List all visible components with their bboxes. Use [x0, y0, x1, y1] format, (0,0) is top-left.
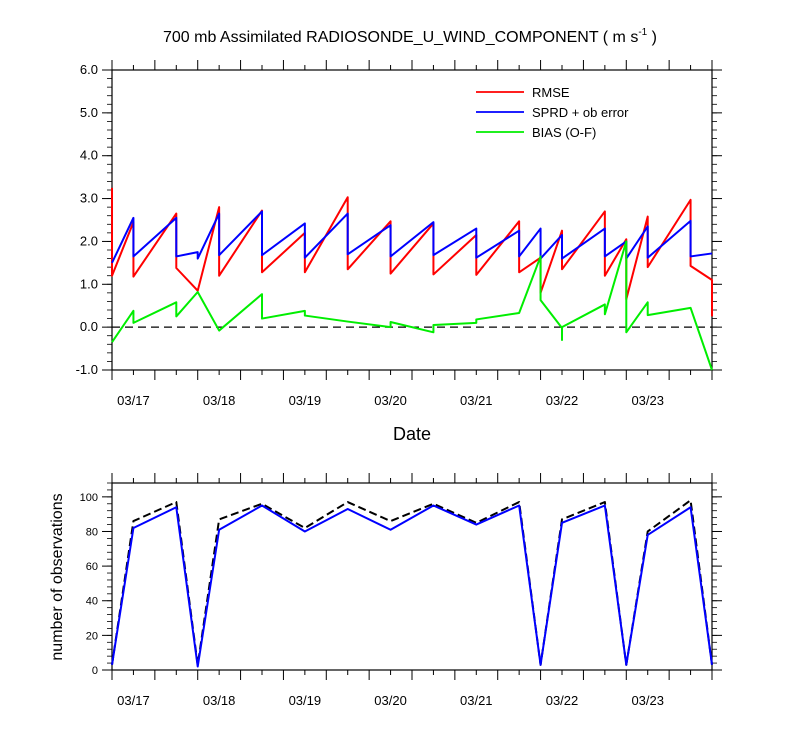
y-tick-label: 4.0: [80, 148, 98, 163]
chart-title-text: 700 mb Assimilated RADIOSONDE_U_WIND_COM…: [163, 29, 638, 46]
top-series-group: [111, 187, 713, 371]
x-tick-label: 03/22: [546, 393, 579, 408]
x-tick-label: 03/18: [203, 693, 236, 708]
bottom-x-axis: 03/17 03/18 03/19 03/20 03/21 03/22 03/23: [111, 473, 713, 708]
y-tick-label: 2.0: [80, 233, 98, 248]
y-tick-label: 80: [86, 526, 98, 538]
x-tick-label: 03/23: [631, 693, 664, 708]
x-tick-label: 03/18: [203, 393, 236, 408]
chart-title: 700 mb Assimilated RADIOSONDE_U_WIND_COM…: [163, 27, 657, 46]
series-line-obs-used: [111, 504, 713, 668]
x-tick-label: 03/23: [631, 393, 664, 408]
y-tick-label: 40: [86, 596, 98, 608]
x-tick-label: 03/19: [289, 693, 322, 708]
bottom-series-group: [111, 499, 713, 668]
series-line-rmse: [111, 187, 713, 317]
x-axis-label: Date: [393, 424, 431, 444]
top-y-axis: -1.0 0.0 1.0 2.0 3.0 4.0 5.0 6.0: [76, 62, 722, 377]
y-tick-label: 60: [86, 561, 98, 573]
x-tick-label: 03/20: [374, 693, 407, 708]
y-axis-label-observations: number of observations: [49, 493, 66, 660]
x-tick-label: 03/17: [117, 693, 150, 708]
y-tick-label: 0: [92, 665, 98, 677]
y-tick-label: 5.0: [80, 105, 98, 120]
y-tick-label: -1.0: [76, 362, 98, 377]
top-x-axis: 03/17 03/18 03/19 03/20 03/21 03/22 03/23: [111, 60, 713, 408]
legend: RMSE SPRD + ob error BIAS (O-F): [476, 85, 629, 140]
x-tick-label: 03/17: [117, 393, 150, 408]
legend-label-rmse: RMSE: [532, 85, 570, 100]
x-tick-label: 03/21: [460, 393, 493, 408]
legend-label-sprd: SPRD + ob error: [532, 105, 629, 120]
y-tick-label: 6.0: [80, 62, 98, 77]
y-tick-label: 1.0: [80, 276, 98, 291]
y-tick-label: 100: [80, 492, 98, 504]
series-line-bias-o-f: [111, 240, 713, 371]
top-plot-area: -1.00.01.02.03.04.05.06.0 03/17 03/18 03/1…: [76, 60, 722, 444]
legend-label-bias: BIAS (O-F): [532, 125, 596, 140]
bottom-y-axis: 0 20 40 60 80 100: [80, 482, 722, 677]
y-tick-label: 3.0: [80, 191, 98, 206]
x-tick-label: 03/19: [289, 393, 322, 408]
x-tick-label: 03/22: [546, 693, 579, 708]
y-tick-label: 20: [86, 630, 98, 642]
chart-title-close: ): [647, 29, 657, 46]
x-tick-label: 03/20: [374, 393, 407, 408]
x-tick-label: 03/21: [460, 693, 493, 708]
y-tick-label: 0.0: [80, 319, 98, 334]
chart-title-exponent: -1: [638, 27, 647, 38]
